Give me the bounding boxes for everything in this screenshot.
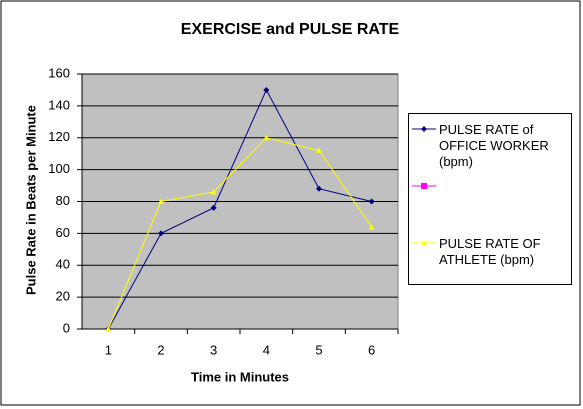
series-line <box>107 137 373 330</box>
legend-swatch <box>412 183 436 189</box>
marker <box>158 230 164 237</box>
x-tick-label: 6 <box>368 342 375 357</box>
y-tick-label: 80 <box>56 193 70 208</box>
marker <box>421 240 427 246</box>
y-tick-label: 20 <box>56 289 70 304</box>
marker <box>210 204 217 211</box>
legend-item: PULSE RATE OF ATHLETE (bpm) <box>409 236 573 286</box>
x-axis-label: Time in Minutes <box>191 369 289 384</box>
legend-label: PULSE RATE OF ATHLETE (bpm) <box>439 236 541 267</box>
legend-label: PULSE RATE of OFFICE WORKER (bpm) <box>439 122 549 169</box>
marker <box>105 326 112 332</box>
y-tick-label: 100 <box>48 161 70 176</box>
y-tick-label: 160 <box>48 65 70 80</box>
y-axis-label: Pulse Rate in Beats per Minute <box>23 105 38 295</box>
marker <box>210 188 217 195</box>
marker <box>263 86 270 93</box>
legend-item: PULSE RATE of OFFICE WORKER (bpm) <box>409 122 573 172</box>
y-tick-label: 140 <box>48 97 70 112</box>
chart-title: EXERCISE and PULSE RATE <box>181 21 400 38</box>
marker <box>316 185 322 192</box>
marker <box>158 198 164 204</box>
marker <box>263 134 270 141</box>
x-tick-label: 4 <box>263 342 270 357</box>
marker <box>421 183 427 189</box>
marker <box>316 147 322 153</box>
y-tick-label: 0 <box>63 320 70 335</box>
x-tick-label: 2 <box>157 342 164 357</box>
legend-item <box>409 179 573 229</box>
legend: PULSE RATE of OFFICE WORKER (bpm) PULSE R… <box>408 113 572 285</box>
marker <box>368 198 375 205</box>
y-tick-label: 60 <box>56 225 70 240</box>
series-line <box>107 88 372 330</box>
legend-swatch <box>412 240 436 246</box>
y-tick-label: 120 <box>48 129 70 144</box>
legend-swatch <box>412 126 436 132</box>
marker <box>368 224 375 230</box>
x-tick-label: 3 <box>210 342 217 357</box>
x-tick-label: 1 <box>105 342 112 357</box>
marker <box>421 126 427 132</box>
y-tick-label: 40 <box>56 257 70 272</box>
x-tick-label: 5 <box>315 342 322 357</box>
